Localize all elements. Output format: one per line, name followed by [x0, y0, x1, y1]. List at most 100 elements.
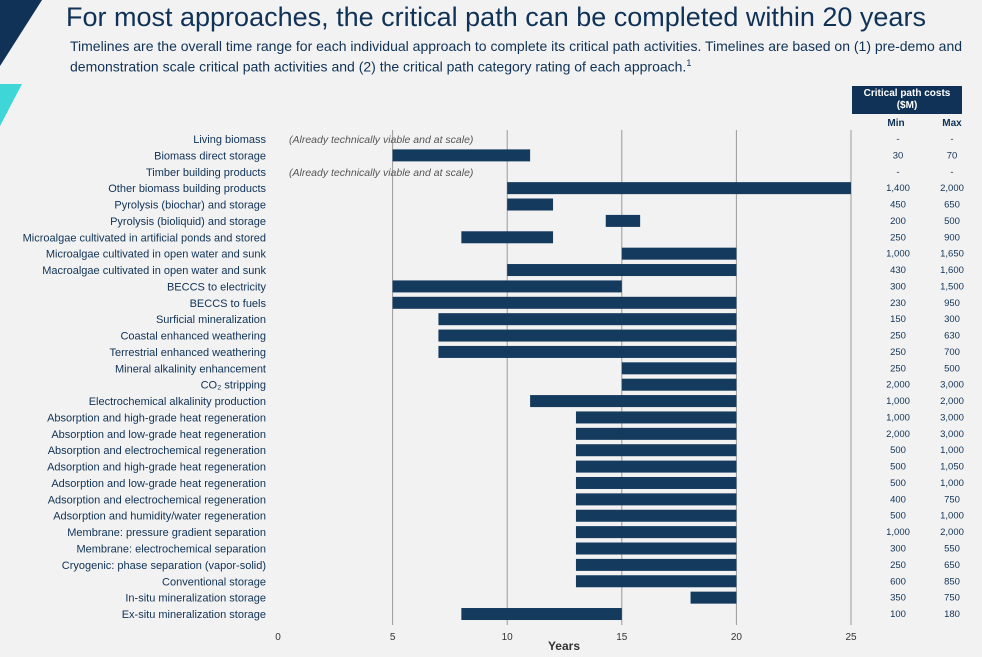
cost-max-value: 1,000 [940, 511, 964, 522]
row-label: Membrane: pressure gradient separation [67, 527, 266, 539]
page-subtitle: Timelines are the overall time range for… [70, 38, 970, 76]
cost-max-value: 500 [944, 216, 960, 227]
row-label: Absorption and high-grade heat regenerat… [47, 412, 266, 424]
cost-min-value: 1,000 [886, 527, 910, 538]
x-tick-label: 20 [731, 632, 743, 643]
row-label: Biomass direct storage [154, 150, 266, 162]
row-label: Living biomass [193, 134, 266, 146]
row-label: Pyrolysis (biochar) and storage [114, 200, 266, 212]
cost-max-value: 750 [944, 494, 960, 505]
timeline-bar [392, 149, 531, 162]
cost-min-value: 30 [893, 150, 904, 161]
row-label: Ex-situ mineralization storage [122, 609, 266, 621]
row-note: (Already technically viable and at scale… [289, 134, 473, 146]
cost-min-value: 600 [890, 576, 906, 587]
row-label: Terrestrial enhanced weathering [109, 347, 266, 359]
cost-max-value: 70 [947, 150, 958, 161]
timeline-bar [438, 313, 737, 326]
cost-max-value: 500 [944, 363, 960, 374]
cost-max-value: 180 [944, 609, 960, 620]
row-label: Adsorption and high-grade heat regenerat… [47, 462, 266, 474]
row-label: Timber building products [146, 167, 267, 179]
cost-min-value: 100 [890, 609, 906, 620]
cost-min-value: 400 [890, 494, 906, 505]
cost-max-value: 300 [944, 314, 960, 325]
timeline-bar [690, 591, 737, 604]
cost-max-value: 3,000 [940, 429, 964, 440]
row-label: BECCS to fuels [190, 298, 267, 310]
timeline-bar [605, 214, 641, 227]
corner-teal-decoration [0, 84, 22, 126]
cost-max-value: 650 [944, 560, 960, 571]
cost-min-value: 150 [890, 314, 906, 325]
cost-min-value: 500 [890, 462, 906, 473]
footnote-marker: 1 [686, 58, 692, 68]
cost-min-value: 500 [890, 445, 906, 456]
cost-min-value: 250 [890, 363, 906, 374]
cost-max-value: 900 [944, 232, 960, 243]
timeline-bar [507, 264, 737, 277]
cost-min-value: - [896, 167, 899, 178]
cost-max-value: 630 [944, 331, 960, 342]
row-label: Cryogenic: phase separation (vapor-solid… [62, 560, 266, 572]
timeline-bar [575, 575, 737, 588]
row-label: Surficial mineralization [156, 314, 266, 326]
cost-min-value: 200 [890, 216, 906, 227]
x-tick-label: 0 [275, 632, 281, 643]
row-note: (Already technically viable and at scale… [289, 167, 473, 179]
corner-navy-decoration [0, 0, 42, 66]
subtitle-text: Timelines are the overall time range for… [70, 38, 963, 75]
x-tick-label: 25 [845, 632, 857, 643]
timeline-bar [575, 476, 737, 489]
cost-max-value: 3,000 [940, 412, 964, 423]
cost-max-value: 2,000 [940, 183, 964, 194]
row-label: Adsorption and electrochemical regenerat… [48, 494, 266, 506]
row-label: Coastal enhanced weathering [120, 331, 266, 343]
x-tick-label: 5 [390, 632, 396, 643]
row-label: Microalgae cultivated in artificial pond… [23, 232, 266, 244]
row-label: Macroalgae cultivated in open water and … [42, 265, 266, 277]
cost-table-header: Critical path costs ($M) [852, 86, 962, 114]
cost-min-value: 230 [890, 298, 906, 309]
row-label: Adsorption and humidity/water regenerati… [53, 511, 266, 523]
timeline-bar [575, 427, 737, 440]
cost-min-value: 1,000 [886, 396, 910, 407]
timeline-bar [575, 411, 737, 424]
timeline-bar [392, 280, 622, 293]
cost-min-value: 500 [890, 478, 906, 489]
row-label: Membrane: electrochemical separation [76, 544, 266, 556]
cost-min-value: 250 [890, 560, 906, 571]
cost-min-value: 250 [890, 331, 906, 342]
timeline-bar [438, 329, 737, 342]
row-label: Conventional storage [162, 576, 266, 588]
row-label: Pyrolysis (bioliquid) and storage [110, 216, 266, 228]
cost-max-value: 2,000 [940, 527, 964, 538]
timeline-bar [621, 362, 737, 375]
row-label: Microalgae cultivated in open water and … [46, 249, 267, 261]
cost-max-value: - [950, 134, 953, 145]
cost-max-header: Max [942, 118, 962, 129]
cost-max-value: 1,500 [940, 281, 964, 292]
cost-max-value: 2,000 [940, 396, 964, 407]
cost-min-header: Min [887, 118, 905, 129]
cost-min-value: 1,400 [886, 183, 910, 194]
timeline-bar [530, 395, 737, 408]
timeline-bar [621, 378, 737, 391]
cost-max-value: 3,000 [940, 380, 964, 391]
cost-min-value: 1,000 [886, 412, 910, 423]
timeline-bar [575, 460, 737, 473]
x-axis-title: Years [548, 639, 580, 653]
timeline-bar [621, 247, 737, 260]
timeline-bar [575, 558, 737, 571]
cost-min-value: 300 [890, 281, 906, 292]
cost-min-value: 2,000 [886, 380, 910, 391]
row-label: BECCS to electricity [167, 281, 267, 293]
timeline-bar [575, 526, 737, 539]
row-label: Absorption and electrochemical regenerat… [48, 445, 266, 457]
cost-max-value: 1,600 [940, 265, 964, 276]
cost-max-value: 1,650 [940, 249, 964, 260]
cost-max-value: 750 [944, 593, 960, 604]
cost-max-value: - [950, 167, 953, 178]
row-label: Mineral alkalinity enhancement [115, 363, 266, 375]
